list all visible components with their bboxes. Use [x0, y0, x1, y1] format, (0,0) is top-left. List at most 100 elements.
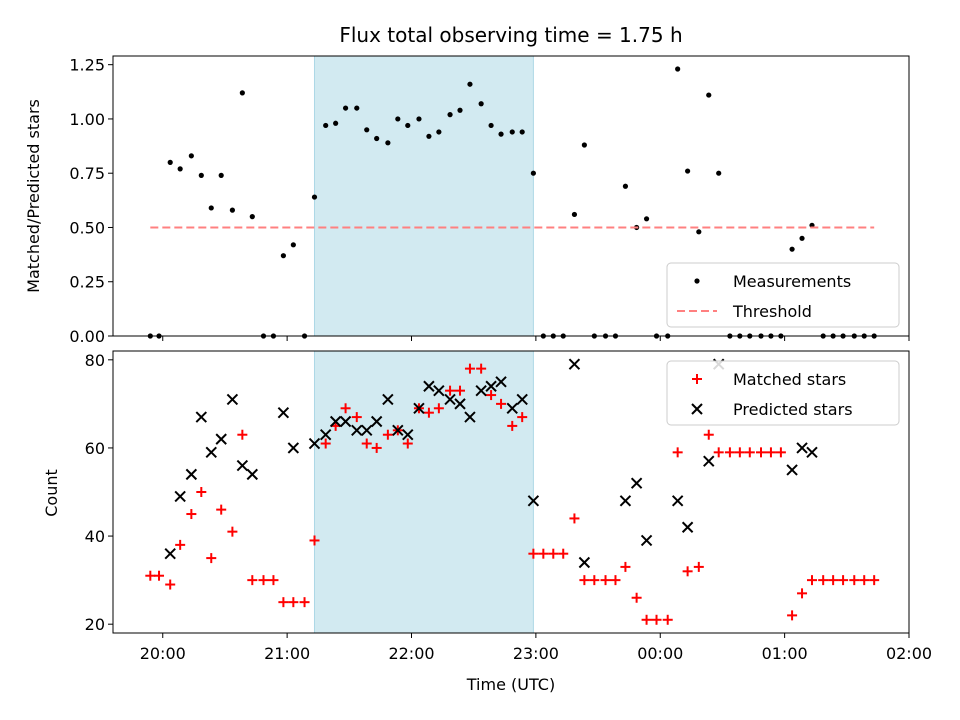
bottom-predicted-stars-point-d2 — [226, 393, 239, 406]
bottom-predicted-stars-point-d2 — [236, 459, 249, 472]
bottom-predicted-stars-point — [392, 424, 404, 437]
bottom-predicted-stars-point-d2 — [671, 495, 684, 507]
bottom-matched-stars-point — [464, 363, 475, 374]
top-measurements-point — [716, 170, 722, 176]
top-measurements-point — [364, 127, 370, 133]
chart-title: Flux total observing time = 1.75 h — [339, 23, 682, 47]
top-measurements-point — [643, 216, 650, 222]
bottom-predicted-stars-point-d2 — [527, 495, 540, 507]
bottom-matched-stars-point — [806, 575, 817, 586]
bottom-matched-stars-point — [538, 548, 549, 559]
bottom-matched-stars-point — [507, 420, 518, 431]
top-measurements-point — [405, 122, 411, 129]
bottom-predicted-stars-point — [796, 442, 808, 454]
top-measurements-point — [385, 140, 391, 146]
bottom-predicted-stars-point-d2 — [703, 455, 715, 467]
bottom-predicted-stars-point — [185, 468, 198, 481]
top-measurements-point — [290, 242, 296, 248]
bottom-predicted-stars-point — [444, 393, 456, 406]
bottom-predicted-stars-point-d2 — [319, 429, 332, 441]
top-measurements-point — [696, 229, 702, 235]
bottom-legend-label: Matched stars — [733, 370, 846, 389]
bottom-matched-stars-point — [818, 575, 829, 586]
bottom-axes-frame — [112, 350, 910, 634]
bottom-matched-stars-point — [433, 403, 444, 414]
top-measurements-point — [509, 129, 515, 135]
bottom-predicted-stars-point-d2 — [287, 442, 300, 454]
top-measurements-point — [685, 168, 691, 174]
bottom-predicted-stars-point — [195, 411, 208, 423]
top-axes-frame — [112, 55, 910, 337]
bottom-matched-stars-point — [849, 575, 860, 586]
bottom-predicted-stars-point-d2 — [433, 384, 445, 397]
top-measurements-point — [218, 172, 224, 178]
bottom-predicted-stars-point — [413, 402, 425, 414]
bottom-predicted-stars-point-d2 — [506, 402, 518, 414]
top-measurements-point — [530, 170, 536, 176]
bottom-predicted-stars-point-d2 — [475, 384, 487, 397]
bottom-predicted-stars-point-d2 — [806, 446, 818, 459]
bottom-predicted-stars-point — [287, 442, 300, 454]
bottom-predicted-stars-point-d2 — [402, 429, 414, 441]
bottom-matched-stars-point — [320, 438, 331, 449]
top-measurements-point — [323, 122, 329, 129]
bottom-predicted-stars-point — [786, 464, 798, 476]
bottom-predicted-stars-point-d2 — [423, 380, 435, 392]
bottom-predicted-stars-point — [423, 380, 435, 392]
bottom-legend: Matched stars Predicted stars — [666, 360, 900, 426]
top-measurements-point — [208, 205, 214, 211]
top-legend-label: Threshold — [732, 302, 812, 321]
bottom-matched-stars-point — [558, 548, 569, 559]
top-measurements-point — [571, 211, 578, 218]
bottom-y-tick-label: 20 — [85, 615, 105, 634]
bottom-matched-stars-point — [589, 575, 600, 586]
bottom-matched-stars-point — [445, 385, 456, 396]
bottom-matched-stars-point — [528, 548, 539, 559]
top-measurements-point — [177, 166, 183, 172]
bottom-predicted-stars-point-d2 — [185, 468, 198, 481]
bottom-predicted-stars-point — [568, 358, 581, 370]
bottom-predicted-stars-point-d2 — [495, 376, 507, 388]
bottom-predicted-stars-point-d2 — [205, 446, 217, 459]
top-observing-span — [313, 55, 534, 337]
bottom-x-tick-label: 02:00 — [886, 644, 932, 663]
top-measurements-point — [706, 92, 712, 98]
bottom-predicted-stars-point-d2 — [361, 424, 373, 437]
top-y-tick-label: 1.25 — [69, 56, 105, 75]
top-measurements-point — [239, 90, 245, 96]
bottom-predicted-stars-point — [164, 547, 176, 560]
bottom-matched-stars-point — [838, 575, 849, 586]
bottom-predicted-stars-point — [308, 437, 321, 450]
bottom-matched-stars-point — [734, 447, 745, 458]
bottom-matched-stars-point — [196, 487, 207, 497]
bottom-matched-stars-point — [288, 597, 299, 608]
bottom-predicted-stars-point — [475, 384, 487, 397]
bottom-predicted-stars-point — [485, 380, 497, 392]
bottom-matched-stars-point — [569, 513, 580, 524]
bottom-matched-stars-point — [299, 597, 310, 608]
bottom-predicted-stars-point-d2 — [339, 415, 352, 428]
bottom-predicted-stars-point-d2 — [351, 424, 363, 437]
top-measurements-point — [498, 131, 504, 137]
bottom-matched-stars-point — [797, 588, 808, 599]
top-measurements-point — [581, 142, 587, 148]
bottom-predicted-stars-point — [516, 393, 528, 406]
bottom-matched-stars-point — [351, 412, 362, 423]
bottom-matched-stars-point — [455, 385, 466, 396]
bottom-predicted-stars-point-d2 — [786, 464, 798, 476]
bottom-matched-stars-point — [610, 575, 621, 586]
top-y-tick-label: 0.50 — [69, 218, 105, 237]
bottom-matched-stars-point — [641, 614, 652, 625]
top-measurements-point — [229, 207, 235, 213]
bottom-matched-stars-point — [145, 570, 156, 581]
bottom-matched-stars-point — [402, 438, 413, 449]
bottom-predicted-stars-point — [339, 415, 352, 428]
bottom-matched-stars-point — [620, 561, 631, 572]
bottom-predicted-stars-point — [370, 415, 383, 428]
bottom-matched-stars-point — [486, 390, 497, 401]
bottom-matched-stars-point — [165, 579, 176, 590]
bottom-matched-stars-point — [693, 561, 704, 572]
bottom-matched-stars-point — [268, 575, 279, 586]
bottom-legend-predicted-swatch-d2 — [691, 403, 703, 415]
bottom-matched-stars-point — [548, 548, 559, 559]
